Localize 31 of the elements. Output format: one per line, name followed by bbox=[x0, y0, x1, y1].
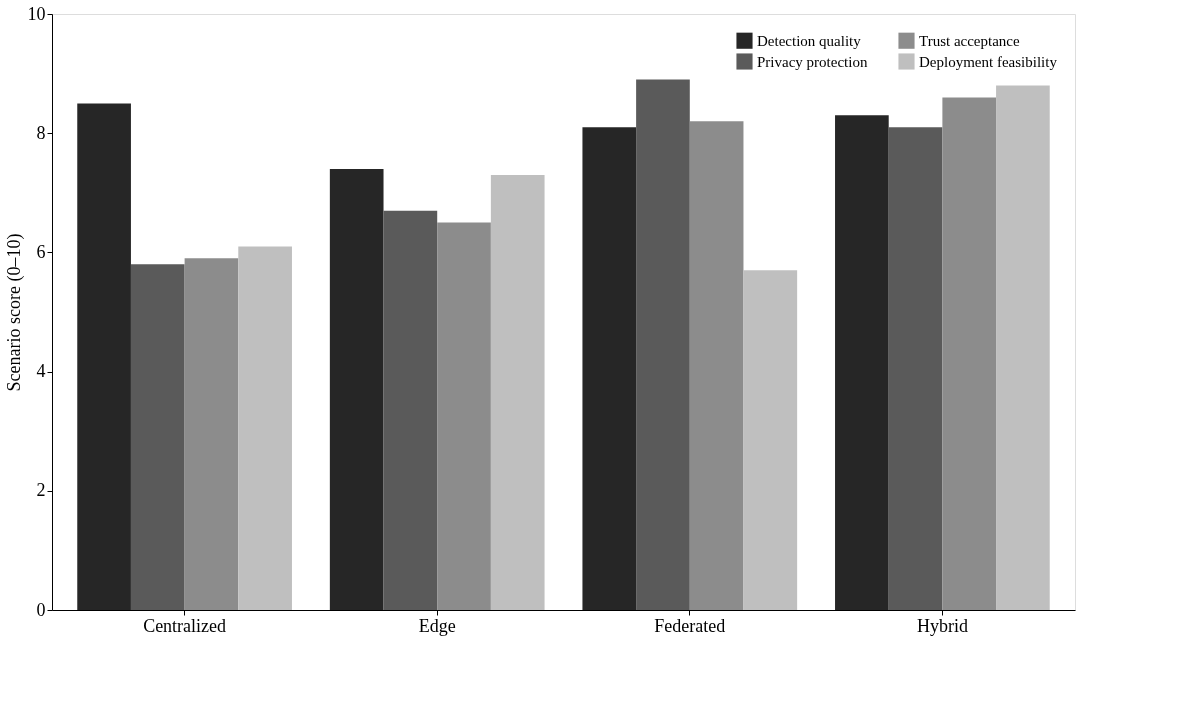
bar bbox=[582, 127, 637, 610]
y-tick-label: 6 bbox=[36, 241, 46, 262]
bar bbox=[329, 168, 384, 610]
bar bbox=[238, 246, 292, 610]
bar bbox=[835, 115, 889, 610]
x-tick-label: Hybrid bbox=[916, 615, 968, 636]
bar bbox=[888, 127, 943, 610]
bar bbox=[689, 121, 744, 610]
x-tick-label: Edge bbox=[418, 615, 456, 636]
legend-label: Trust acceptance bbox=[919, 32, 1020, 49]
bar bbox=[636, 79, 690, 610]
bar bbox=[130, 264, 185, 610]
legend-label: Deployment feasibility bbox=[919, 53, 1058, 70]
y-tick-label: 10 bbox=[27, 3, 46, 24]
bar bbox=[383, 210, 438, 610]
bar bbox=[996, 85, 1050, 610]
y-tick-label: 4 bbox=[36, 361, 46, 382]
y-axis-title: Scenario score (0–10) bbox=[3, 233, 25, 392]
y-tick-label: 0 bbox=[36, 599, 46, 620]
y-tick-label: 2 bbox=[36, 480, 46, 501]
bar bbox=[184, 258, 239, 610]
bar bbox=[77, 103, 131, 610]
y-tick-label: 8 bbox=[36, 122, 46, 143]
bar bbox=[490, 174, 545, 610]
legend-label: Detection quality bbox=[757, 32, 862, 49]
bar bbox=[743, 270, 798, 610]
legend-label: Privacy protection bbox=[757, 53, 868, 70]
x-tick-label: Federated bbox=[654, 615, 726, 636]
bar bbox=[942, 97, 997, 610]
x-tick-label: Centralized bbox=[143, 615, 227, 636]
bar bbox=[437, 222, 491, 610]
